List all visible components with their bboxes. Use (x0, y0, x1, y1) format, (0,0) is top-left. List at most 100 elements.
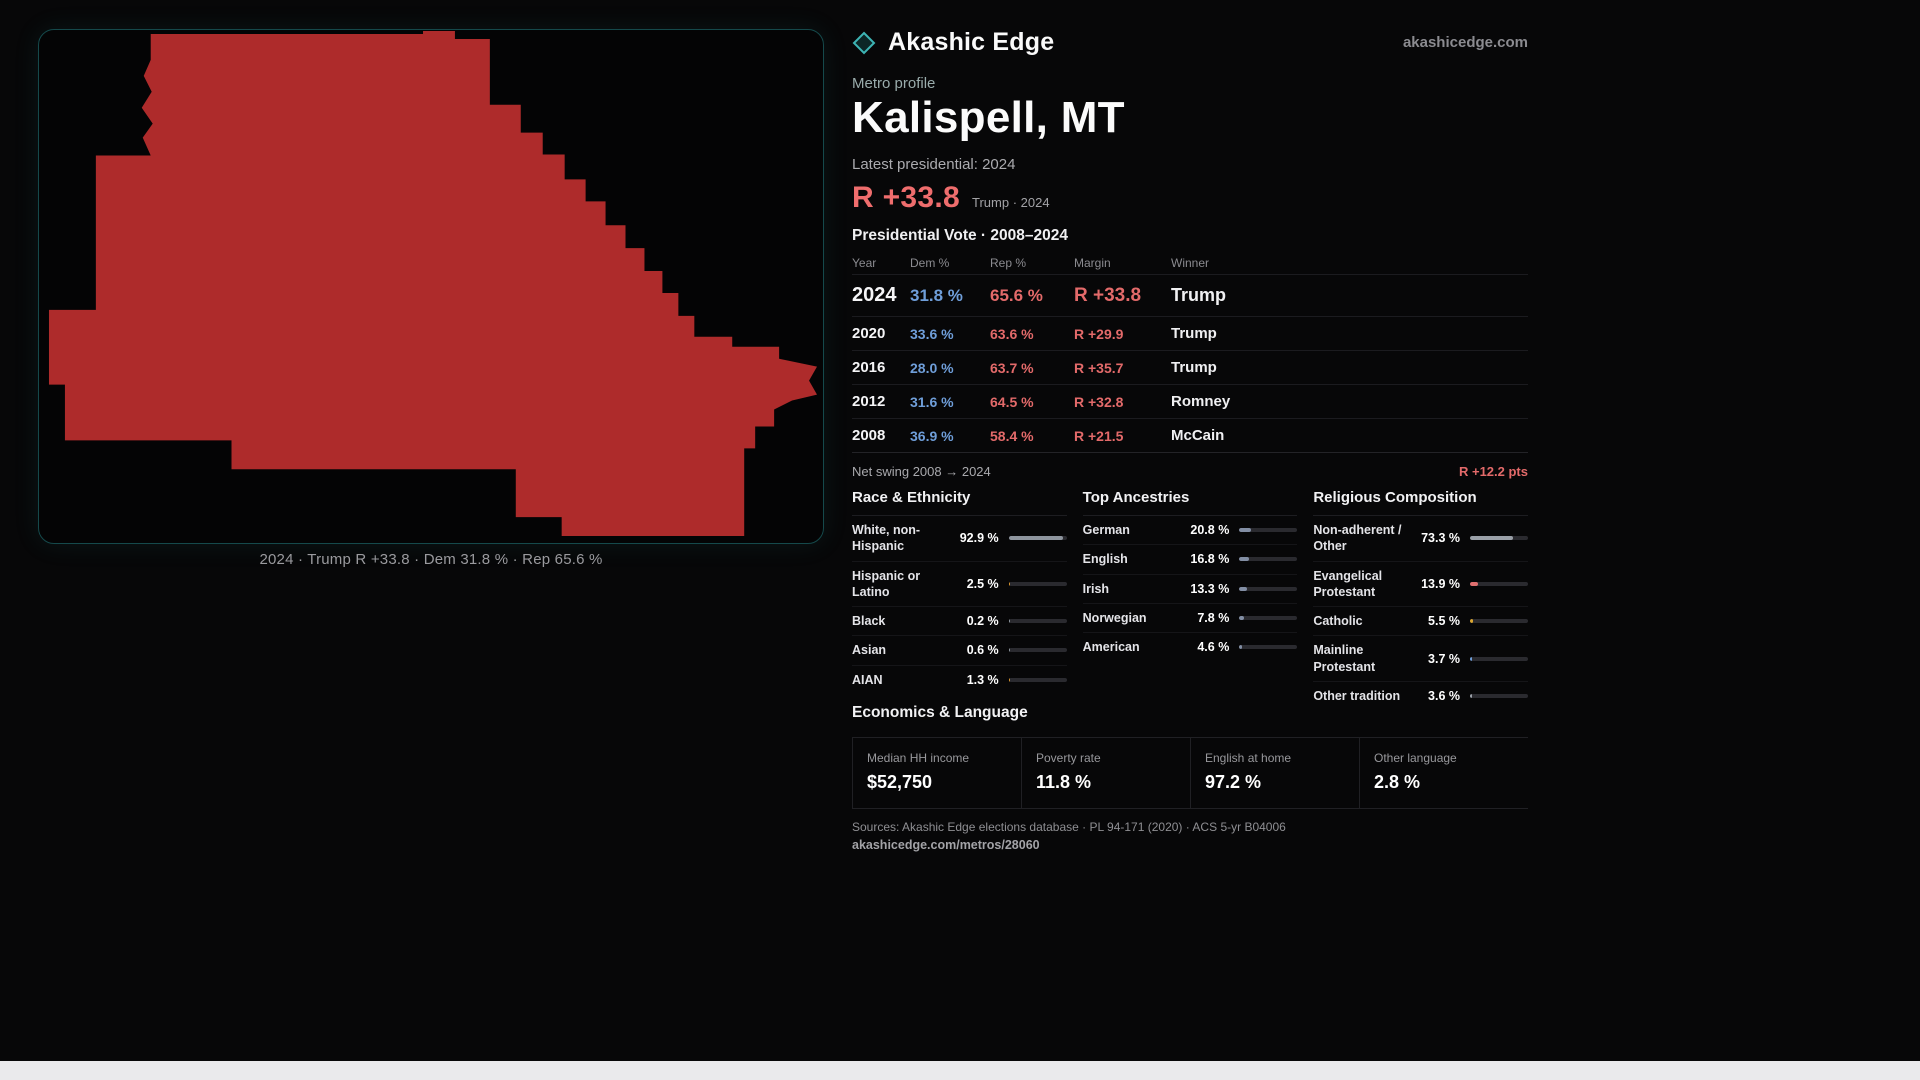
cell-winner: Trump (1171, 359, 1217, 376)
brand-header: Akashic Edge akashicedge.com (852, 28, 1528, 57)
demo-value: 20.8 % (1190, 523, 1230, 538)
stat-label: Other language (1374, 751, 1457, 765)
net-swing-row: Net swing 2008 → 2024 R +12.2 pts (852, 452, 1528, 479)
demo-bar (1470, 536, 1528, 541)
stat-label: Median HH income (867, 751, 970, 765)
cell-dem: 33.6 % (910, 325, 954, 342)
demo-row: Evangelical Protestant 13.9 % (1313, 562, 1528, 607)
headline-result: R +33.8 Trump · 2024 (852, 181, 1050, 215)
demo-value: 0.2 % (966, 614, 999, 629)
headline-margin: R +33.8 (852, 181, 961, 214)
demo-bar (1470, 619, 1528, 624)
cell-rep: 65.6 % (990, 285, 1043, 305)
cell-margin: R +35.7 (1074, 359, 1124, 376)
stat-value: $52,750 (867, 772, 933, 792)
demo-bar (1239, 557, 1298, 562)
demo-row: Norwegian 7.8 % (1082, 604, 1298, 633)
cell-margin: R +33.8 (1074, 284, 1142, 306)
vote-row-2008: 2008 36.9 % 58.4 % R +21.5 McCain (852, 418, 1528, 452)
demo-label: Mainline Protestant (1313, 643, 1376, 674)
vote-table-title: Presidential Vote · 2008–2024 (852, 227, 1068, 244)
demo-row: English 16.8 % (1082, 545, 1298, 575)
demo-bar (1239, 528, 1298, 533)
demo-bar (1239, 645, 1298, 650)
headline-detail: Trump · 2024 (972, 195, 1050, 210)
demo-row: Other tradition 3.6 % (1313, 682, 1528, 710)
vote-row-2012: 2012 31.6 % 64.5 % R +32.8 Romney (852, 384, 1528, 418)
cell-winner: McCain (1171, 427, 1225, 444)
demo-bar (1470, 693, 1528, 698)
stat-poverty-rate: Poverty rate 11.8 % (1021, 738, 1190, 808)
cell-margin: R +21.5 (1074, 427, 1124, 444)
economics-stats: Median HH income $52,750 Poverty rate 11… (852, 737, 1528, 809)
demo-value: 3.7 % (1428, 651, 1460, 666)
demo-label: American (1082, 640, 1140, 654)
demo-label: Catholic (1313, 614, 1363, 628)
vote-row-2016: 2016 28.0 % 63.7 % R +35.7 Trump (852, 350, 1528, 384)
stat-value: 2.8 % (1374, 772, 1421, 792)
demo-row: German 20.8 % (1082, 516, 1298, 546)
demo-bar (1008, 581, 1067, 586)
cell-year: 2024 (852, 284, 897, 306)
demo-row: Mainline Protestant 3.7 % (1313, 636, 1528, 682)
demo-value: 13.3 % (1190, 581, 1230, 596)
cell-dem: 36.9 % (910, 427, 954, 444)
stat-english-at-home: English at home 97.2 % (1190, 738, 1359, 808)
stat-median-income: Median HH income $52,750 (852, 738, 1021, 808)
demo-label: Norwegian (1082, 610, 1147, 625)
permalink-link[interactable]: akashicedge.com/metros/28060 (852, 838, 1040, 852)
demo-label: Hispanic or Latino (852, 568, 921, 599)
net-swing-value: R +12.2 pts (1458, 464, 1528, 479)
col-rep: Rep % (990, 256, 1027, 270)
metro-title: Kalispell, MT (852, 93, 1125, 142)
demo-bar (1008, 648, 1067, 653)
logo-diamond-icon (852, 31, 876, 55)
demo-row: Asian 0.6 % (852, 636, 1067, 666)
demo-bar (1239, 586, 1298, 591)
cell-year: 2016 (852, 359, 886, 376)
demo-label: Non-adherent / Other (1313, 523, 1402, 554)
ancestries-title: Top Ancestries (1082, 489, 1298, 516)
demo-row: Black 0.2 % (852, 607, 1067, 637)
demo-bar (1008, 536, 1067, 541)
vote-row-2020: 2020 33.6 % 63.6 % R +29.9 Trump (852, 316, 1528, 350)
demo-label: Irish (1082, 581, 1110, 596)
demo-value: 7.8 % (1197, 610, 1230, 625)
latest-presidential-label: Latest presidential: 2024 (852, 156, 1016, 173)
col-margin: Margin (1074, 256, 1111, 270)
cell-rep: 63.7 % (990, 359, 1034, 376)
brand-name: Akashic Edge (888, 28, 1055, 56)
demo-value: 73.3 % (1421, 531, 1460, 546)
demo-row: White, non-Hispanic 92.9 % (852, 516, 1067, 562)
demo-row: Non-adherent / Other 73.3 % (1313, 516, 1528, 562)
demo-value: 13.9 % (1421, 576, 1460, 591)
profile-content: Akashic Edge akashicedge.com Metro profi… (852, 0, 1528, 1080)
demo-row: AIAN 1.3 % (852, 666, 1067, 694)
county-map (48, 30, 818, 537)
demo-value: 1.3 % (966, 672, 999, 687)
net-swing-label: Net swing 2008 → 2024 (852, 464, 991, 479)
economics-title: Economics & Language (852, 704, 1028, 721)
vote-row-2024: 2024 31.8 % 65.6 % R +33.8 Trump (852, 274, 1528, 316)
map-caption: 2024 · Trump R +33.8 · Dem 31.8 % · Rep … (259, 551, 603, 568)
demo-bar (1470, 656, 1528, 661)
demo-value: 3.6 % (1428, 688, 1460, 703)
stat-label: Poverty rate (1036, 751, 1101, 765)
cell-year: 2008 (852, 427, 886, 444)
bottom-strip (0, 1061, 1920, 1080)
cell-year: 2020 (852, 325, 886, 342)
demo-bar (1008, 677, 1067, 682)
religion-title: Religious Composition (1313, 489, 1528, 516)
vote-table: Year Dem % Rep % Margin Winner 2024 31.8… (852, 252, 1528, 452)
demo-label: Black (852, 614, 886, 628)
brand-domain-link[interactable]: akashicedge.com (1402, 34, 1528, 51)
vote-table-header: Year Dem % Rep % Margin Winner (852, 252, 1528, 274)
col-dem: Dem % (910, 256, 950, 270)
demo-label: White, non-Hispanic (852, 523, 921, 554)
race-ethnicity-title: Race & Ethnicity (852, 489, 1067, 516)
cell-margin: R +32.8 (1074, 393, 1124, 410)
stat-value: 97.2 % (1205, 772, 1262, 792)
demo-label: English (1082, 552, 1128, 567)
race-ethnicity-column: Race & Ethnicity White, non-Hispanic 92.… (852, 489, 1067, 710)
cell-winner: Trump (1171, 285, 1227, 305)
